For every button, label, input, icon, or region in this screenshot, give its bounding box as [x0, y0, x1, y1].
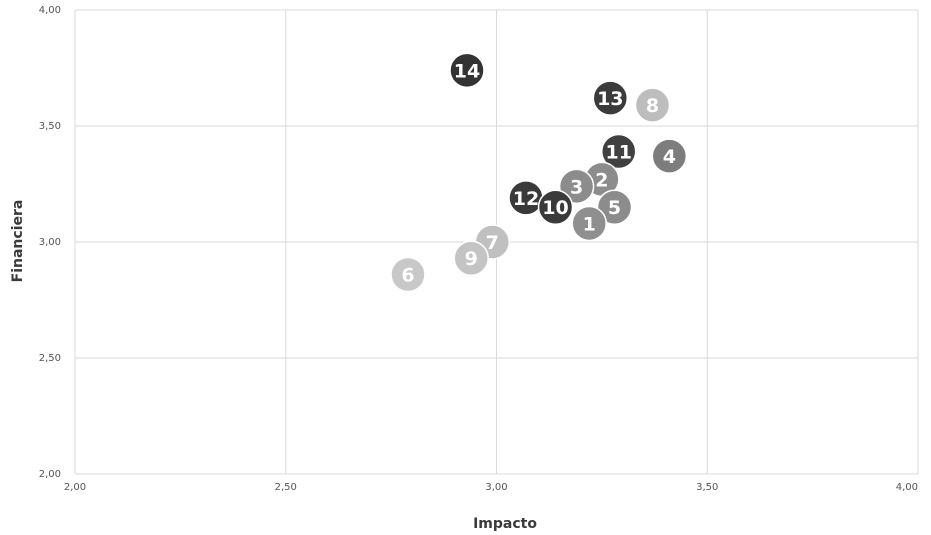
data-point: 9: [453, 240, 489, 276]
point-label: 9: [465, 248, 478, 270]
data-point: 6: [390, 256, 426, 293]
y-tick-label: 3,00: [39, 237, 61, 248]
data-points: 14 13 8 11 4 23 12 10 51 79 6: [390, 52, 688, 293]
data-point: 5: [596, 189, 633, 225]
point-marker: [537, 189, 574, 225]
point-label: 14: [454, 60, 480, 82]
x-tick-label: 3,00: [485, 482, 507, 493]
data-point: 11: [600, 133, 637, 170]
data-point: 1: [571, 205, 607, 242]
point-label: 12: [513, 188, 539, 210]
point-label: 11: [606, 142, 632, 164]
point-label: 5: [608, 197, 621, 219]
y-tick-label: 4,00: [39, 5, 61, 16]
point-marker: [600, 133, 637, 170]
y-tick-label: 3,50: [39, 121, 61, 132]
data-point: 14: [449, 52, 485, 89]
point-marker: [453, 240, 489, 276]
data-point: 10: [537, 189, 574, 225]
point-marker: [634, 87, 671, 123]
data-point: 12: [508, 180, 544, 216]
point-marker: [449, 52, 485, 89]
x-tick-label: 3,50: [696, 482, 718, 493]
point-marker: [596, 189, 633, 225]
data-point: 4: [651, 138, 688, 174]
point-label: 3: [570, 176, 583, 198]
point-label: 8: [646, 95, 659, 117]
point-label: 7: [486, 232, 499, 254]
point-marker: [651, 138, 688, 174]
y-tick-label: 2,50: [39, 353, 61, 364]
y-tick-label: 2,00: [39, 469, 61, 480]
point-marker: [592, 80, 629, 116]
point-label: 4: [663, 146, 676, 168]
point-label: 10: [542, 197, 568, 219]
data-point: 8: [634, 87, 671, 123]
tick-labels: 2,002,00 2,50 2,50 3,00 3,00 3,50 3,50 4,00 4,00: [39, 5, 918, 493]
x-tick-label: 4,00: [896, 482, 918, 493]
x-tick-label: 2,50: [275, 482, 297, 493]
point-label: 6: [401, 264, 414, 286]
point-label: 13: [597, 88, 623, 110]
point-label: 2: [595, 169, 608, 191]
point-marker: [390, 256, 426, 293]
y-axis-title: Financiera: [10, 200, 26, 283]
point-marker: [571, 205, 607, 242]
x-axis-title: Impacto: [473, 516, 537, 532]
data-point: 13: [592, 80, 629, 116]
x-tick-label: 2,00: [64, 482, 86, 493]
point-label: 1: [583, 213, 596, 235]
